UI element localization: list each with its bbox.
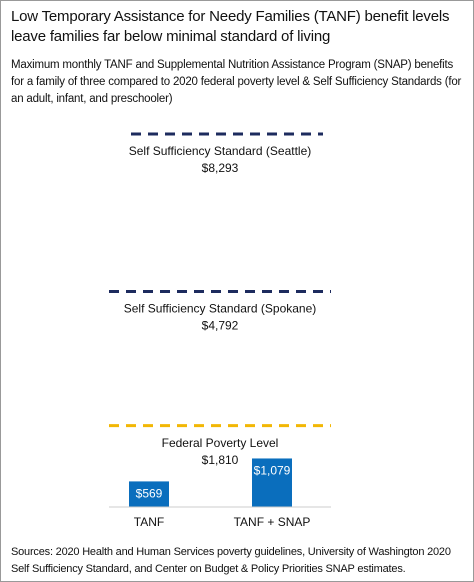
reference-name: Self Sufficiency Standard (Spokane) xyxy=(124,302,317,316)
chart-title: Low Temporary Assistance for Needy Famil… xyxy=(11,8,450,45)
reference-name: Federal Poverty Level xyxy=(162,436,279,450)
reference-value: $1,810 xyxy=(202,453,239,467)
reference-name: Self Sufficiency Standard (Seattle) xyxy=(129,144,312,158)
chart-subtitle: Maximum monthly TANF and Supplemental Nu… xyxy=(11,59,462,105)
bar xyxy=(252,458,292,507)
bar xyxy=(129,481,169,507)
source-note: Sources: 2020 Health and Human Services … xyxy=(11,546,451,575)
reference-value: $4,792 xyxy=(202,319,239,333)
x-tick-label: TANF xyxy=(134,515,164,529)
value-label: $569 xyxy=(136,487,163,501)
reference-value: $8,293 xyxy=(202,161,239,175)
value-label: $1,079 xyxy=(254,464,291,478)
x-tick-label: TANF + SNAP xyxy=(234,515,311,529)
